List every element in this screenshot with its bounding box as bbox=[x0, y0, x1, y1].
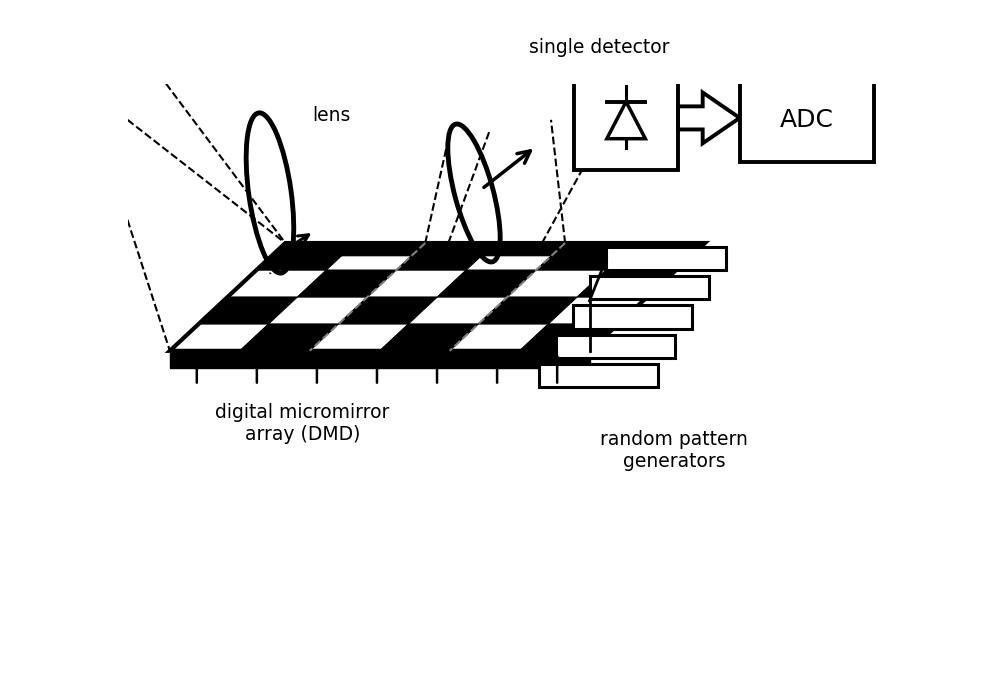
Text: random pattern
generators: random pattern generators bbox=[600, 430, 748, 471]
Polygon shape bbox=[548, 297, 647, 324]
Polygon shape bbox=[170, 351, 590, 368]
Polygon shape bbox=[411, 243, 495, 256]
Bar bbox=[574, 66, 678, 170]
Bar bbox=[590, 276, 709, 299]
Polygon shape bbox=[240, 324, 339, 351]
Bar bbox=[740, 77, 874, 162]
Polygon shape bbox=[170, 324, 269, 351]
Polygon shape bbox=[271, 243, 355, 256]
Polygon shape bbox=[339, 297, 437, 324]
Bar bbox=[606, 247, 726, 270]
Polygon shape bbox=[478, 297, 577, 324]
Polygon shape bbox=[607, 102, 645, 139]
Polygon shape bbox=[577, 270, 676, 297]
Polygon shape bbox=[380, 324, 478, 351]
Polygon shape bbox=[256, 243, 355, 270]
Polygon shape bbox=[228, 270, 326, 297]
Text: single detector: single detector bbox=[529, 38, 669, 56]
Polygon shape bbox=[326, 243, 425, 270]
Polygon shape bbox=[621, 243, 705, 256]
Text: digital micromirror
array (DMD): digital micromirror array (DMD) bbox=[215, 403, 390, 444]
Polygon shape bbox=[507, 270, 606, 297]
Polygon shape bbox=[199, 297, 298, 324]
Polygon shape bbox=[481, 243, 565, 256]
Bar bbox=[539, 364, 658, 387]
Polygon shape bbox=[437, 270, 536, 297]
Polygon shape bbox=[269, 297, 367, 324]
Polygon shape bbox=[466, 243, 565, 270]
Polygon shape bbox=[536, 243, 635, 270]
Polygon shape bbox=[606, 243, 705, 270]
Polygon shape bbox=[367, 270, 466, 297]
Polygon shape bbox=[450, 324, 548, 351]
Text: lens: lens bbox=[312, 107, 351, 125]
Polygon shape bbox=[678, 93, 740, 144]
Polygon shape bbox=[310, 324, 409, 351]
Bar bbox=[573, 305, 692, 328]
Polygon shape bbox=[396, 243, 495, 270]
Polygon shape bbox=[520, 324, 618, 351]
Text: ADC: ADC bbox=[780, 108, 834, 132]
Polygon shape bbox=[298, 270, 396, 297]
Polygon shape bbox=[341, 243, 425, 256]
Polygon shape bbox=[551, 243, 635, 256]
Polygon shape bbox=[409, 297, 507, 324]
Bar bbox=[556, 335, 675, 358]
